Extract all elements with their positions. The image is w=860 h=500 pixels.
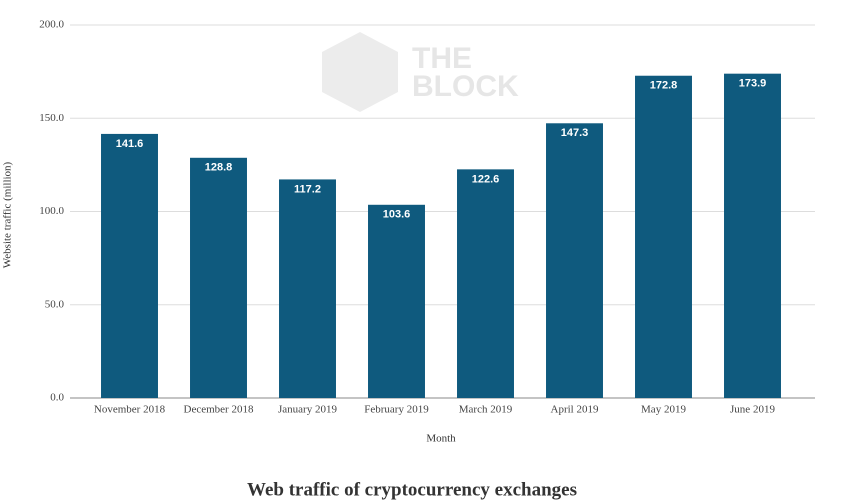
value-label: 172.8 xyxy=(650,80,678,92)
value-label: 173.9 xyxy=(739,78,767,90)
watermark: THE xyxy=(412,42,472,75)
value-label: 147.3 xyxy=(561,127,589,139)
bar xyxy=(635,75,692,398)
y-tick-label: 150.0 xyxy=(39,112,64,124)
x-tick-label: April 2019 xyxy=(551,404,599,416)
watermark: BLOCK xyxy=(412,70,519,103)
value-label: 122.6 xyxy=(472,173,500,185)
x-tick-label: January 2019 xyxy=(278,404,337,416)
value-label: 103.6 xyxy=(383,209,411,221)
watermark-logo xyxy=(322,32,398,112)
x-tick-label: December 2018 xyxy=(184,404,254,416)
y-tick-label: 100.0 xyxy=(39,205,64,217)
x-tick-label: May 2019 xyxy=(641,404,686,416)
x-axis-title: Month xyxy=(426,433,456,445)
y-axis-title: Website traffic (million) xyxy=(2,161,14,268)
bar xyxy=(457,169,514,398)
y-tick-label: 200.0 xyxy=(39,19,64,31)
y-tick-label: 0.0 xyxy=(50,392,64,404)
x-tick-label: June 2019 xyxy=(730,404,775,416)
x-tick-label: November 2018 xyxy=(94,404,166,416)
x-tick-label: March 2019 xyxy=(459,404,513,416)
value-label: 128.8 xyxy=(205,162,233,174)
bar xyxy=(190,157,247,398)
bar xyxy=(101,133,158,398)
caption: Web traffic of cryptocurrency exchanges xyxy=(247,479,577,500)
y-tick-label: 50.0 xyxy=(45,298,65,310)
value-label: 117.2 xyxy=(294,183,321,195)
bar xyxy=(724,73,781,398)
value-label: 141.6 xyxy=(116,138,144,150)
bar xyxy=(546,123,603,399)
bar xyxy=(368,204,425,398)
x-tick-label: February 2019 xyxy=(364,404,429,416)
bar xyxy=(279,179,336,398)
